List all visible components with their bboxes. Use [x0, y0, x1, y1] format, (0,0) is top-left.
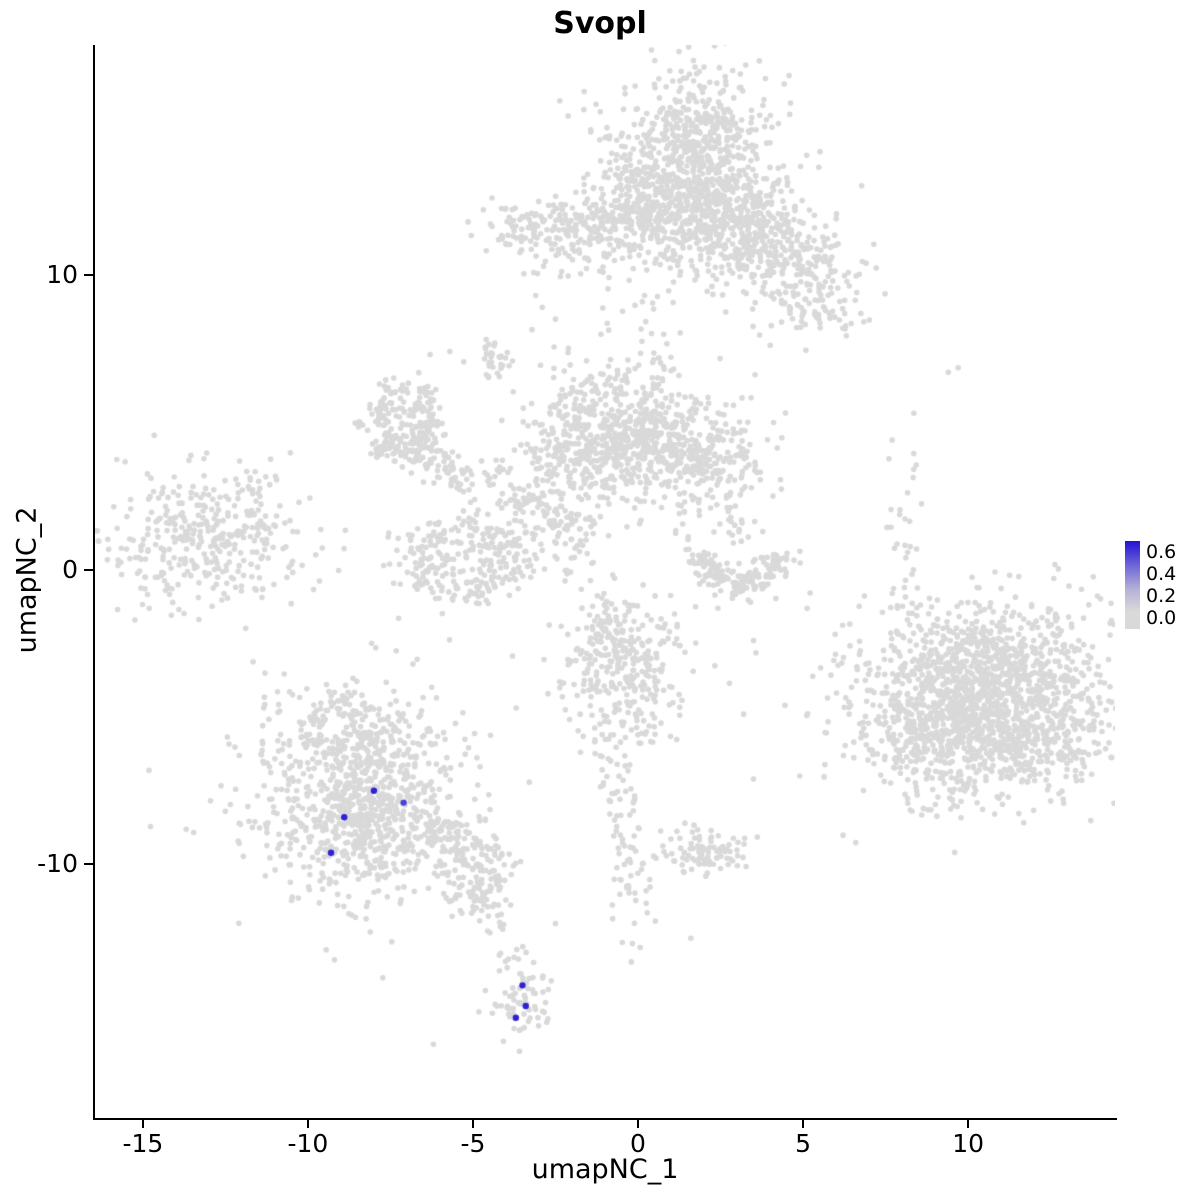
colorbar-legend: 0.6 0.4 0.2 0.0: [1125, 541, 1200, 641]
y-tick-label: -10: [37, 849, 78, 879]
colorbar-gradient: [1125, 541, 1140, 629]
y-tick-label: 10: [46, 259, 78, 289]
x-tick-mark: [637, 1119, 639, 1128]
x-axis-label: umapNC_1: [531, 1154, 679, 1185]
x-tick-mark: [141, 1119, 144, 1128]
x-tick-mark: [471, 1119, 474, 1128]
plot-panel: [95, 45, 1115, 1118]
colorbar-tick-label: 0.2: [1146, 585, 1177, 607]
y-axis-label: umapNC_2: [11, 506, 43, 654]
y-tick-mark: [84, 863, 93, 866]
colorbar-tick-label: 0.4: [1146, 563, 1177, 585]
scatter-canvas: [95, 45, 1115, 1118]
x-tick-mark: [967, 1119, 970, 1128]
y-axis-line: [93, 45, 95, 1120]
x-tick-mark: [802, 1119, 805, 1128]
y-tick-mark: [84, 273, 93, 276]
plot-title: Svopl: [553, 6, 647, 41]
colorbar-labels: 0.6 0.4 0.2 0.0: [1146, 541, 1176, 629]
y-tick-mark: [84, 568, 93, 571]
colorbar-tick-label: 0.6: [1146, 541, 1177, 563]
x-tick-mark: [306, 1119, 309, 1128]
x-axis-line: [93, 1118, 1117, 1120]
colorbar-tick-label: 0.0: [1146, 607, 1177, 629]
